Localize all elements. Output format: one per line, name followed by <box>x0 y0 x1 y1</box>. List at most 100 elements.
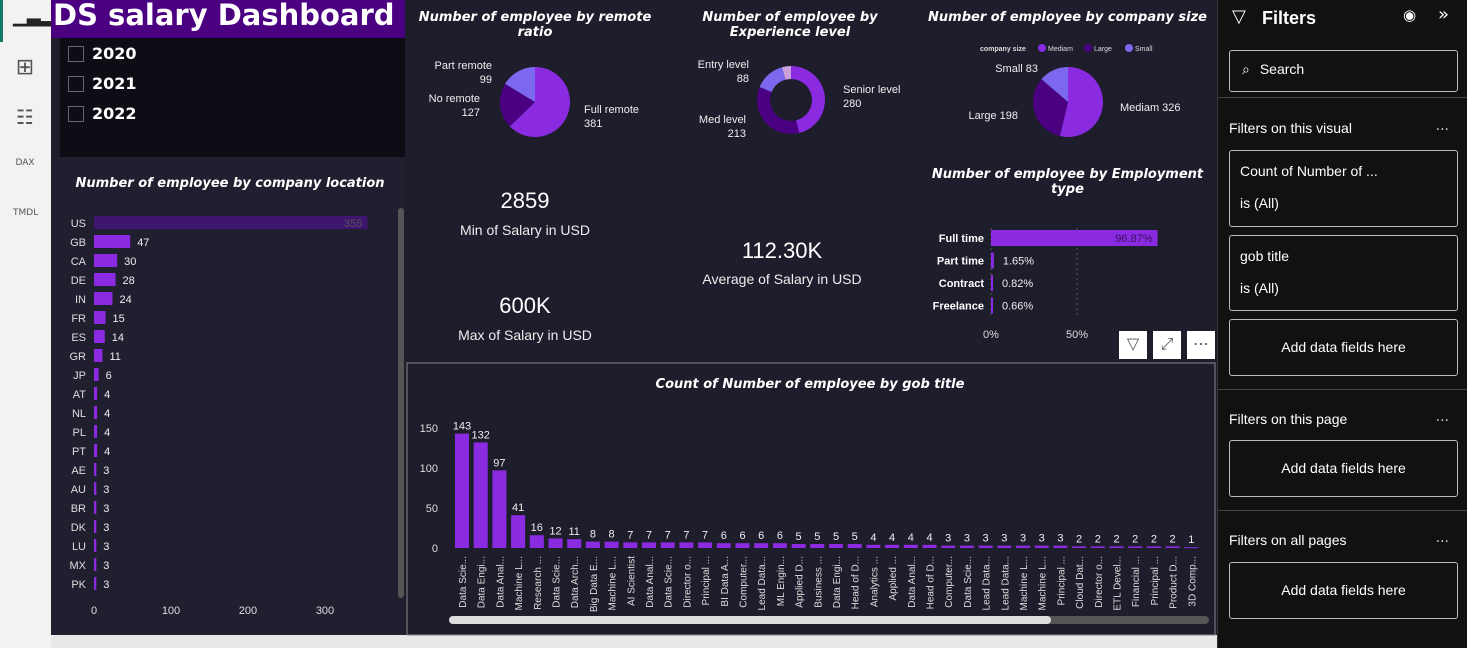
page-bottom <box>51 635 1217 648</box>
job-bar <box>922 544 937 548</box>
remote-chart-title: Number of employee by remote ratio <box>418 10 652 40</box>
category-label: GR <box>70 351 87 363</box>
slicer-item-2020[interactable]: 2020 <box>68 44 137 63</box>
data-label: 7 <box>702 529 708 541</box>
data-label: 2 <box>1076 533 1082 545</box>
data-label: 2 <box>1113 533 1119 545</box>
job-bar <box>473 442 488 548</box>
legend-marker <box>1084 44 1092 52</box>
category-label: Computer... <box>739 556 750 608</box>
pie-slice <box>759 67 786 93</box>
location-bar <box>94 235 131 248</box>
data-label: 12 <box>549 525 561 537</box>
data-label: 3 <box>103 465 109 477</box>
data-label: 0.66% <box>1002 301 1033 313</box>
category-label: DE <box>71 275 86 287</box>
employment-bar <box>991 252 994 269</box>
focus-mode-button[interactable]: ⤢ <box>1153 331 1181 359</box>
location-bar <box>94 520 97 533</box>
slice-label: Senior level <box>843 84 900 96</box>
data-label: 15 <box>113 313 125 325</box>
x-tick-label: 300 <box>316 605 334 617</box>
year-slicer[interactable]: 2020 2021 2022 <box>60 38 405 157</box>
data-label: 5 <box>852 531 858 543</box>
category-label: Principal ... <box>1150 556 1161 605</box>
y-tick-label: 50 <box>426 503 438 515</box>
slice-label: 99 <box>480 74 492 86</box>
job-bar <box>1053 545 1068 548</box>
location-bar <box>94 387 98 400</box>
filter-card-gob-title[interactable]: gob title is (All) <box>1229 235 1458 311</box>
checkbox[interactable] <box>68 75 84 92</box>
add-data-fields-visual[interactable]: Add data fields here <box>1229 319 1458 376</box>
dax-query-icon[interactable]: DAX <box>13 158 37 182</box>
job-bar <box>1184 547 1199 549</box>
scrollbar[interactable] <box>398 208 404 598</box>
location-bar <box>94 368 99 381</box>
data-label: 3 <box>945 533 951 545</box>
slice-label: Med level <box>699 114 746 126</box>
x-tick-label: 0% <box>983 329 999 341</box>
more-icon[interactable]: ... <box>1435 530 1449 546</box>
add-data-fields-all[interactable]: Add data fields here <box>1229 562 1458 619</box>
more-icon[interactable]: ... <box>1435 409 1449 425</box>
data-label: 3 <box>1039 533 1045 545</box>
category-label: Principal ... <box>701 556 712 605</box>
location-bar <box>94 539 97 552</box>
data-label: 24 <box>119 294 131 306</box>
category-label: Applied D... <box>795 556 806 608</box>
category-label: Analytics ... <box>869 556 880 607</box>
eye-icon[interactable]: ◉ <box>1403 6 1417 24</box>
slicer-item-2022[interactable]: 2022 <box>68 104 137 123</box>
add-data-fields-page[interactable]: Add data fields here <box>1229 440 1458 497</box>
job-bar <box>1090 546 1105 548</box>
data-label: 3 <box>103 484 109 496</box>
filter-visual-button[interactable]: ▽ <box>1119 331 1147 359</box>
category-label: ES <box>71 332 86 344</box>
slicer-item-2021[interactable]: 2021 <box>68 74 137 93</box>
filter-search-input[interactable]: ⌕ Search <box>1229 50 1458 92</box>
more-options-button[interactable]: ⋯ <box>1187 331 1215 359</box>
data-label: 4 <box>104 446 110 458</box>
more-icon[interactable]: ... <box>1435 118 1449 134</box>
data-label: 96.87% <box>1115 233 1153 245</box>
location-bar <box>94 482 97 495</box>
job-bar <box>1034 545 1049 548</box>
job-bar <box>1146 546 1161 548</box>
category-label: US <box>71 218 86 230</box>
legend-marker <box>1038 44 1046 52</box>
checkbox[interactable] <box>68 105 84 122</box>
table-view-icon[interactable]: ⊞ <box>15 55 35 80</box>
job-bar <box>585 541 600 548</box>
data-label: 4 <box>104 427 110 439</box>
category-label: PK <box>71 579 86 591</box>
data-label: 3 <box>983 533 989 545</box>
data-label: 5 <box>796 531 802 543</box>
category-label: Data Scie... <box>552 556 563 608</box>
legend-label: Small <box>1135 46 1153 53</box>
category-label: Data Anal... <box>645 556 656 608</box>
pie-slice <box>499 83 535 127</box>
job-bar <box>1165 546 1180 548</box>
filter-name: Count of Number of ... <box>1240 163 1378 179</box>
collapse-icon[interactable]: » <box>1438 4 1450 25</box>
year-label: 2020 <box>92 44 137 63</box>
category-label: Data Scie... <box>664 556 675 608</box>
year-label: 2021 <box>92 74 137 93</box>
filter-card-count[interactable]: Count of Number of ... is (All) <box>1229 150 1458 227</box>
horizontal-scrollbar-thumb <box>449 616 1051 624</box>
category-label: Head of D... <box>851 556 862 609</box>
category-label: Data Arch... <box>570 556 581 608</box>
category-label: Lead Data... <box>982 556 993 610</box>
y-tick-label: 100 <box>420 463 438 475</box>
job-bar <box>492 470 507 548</box>
tmdl-view-icon[interactable]: TMDL <box>13 208 38 232</box>
data-label: 3 <box>103 579 109 591</box>
location-bar <box>94 577 97 590</box>
data-label: 11 <box>109 351 120 363</box>
category-label: BR <box>71 503 86 515</box>
category-label: MX <box>70 560 87 572</box>
checkbox[interactable] <box>68 45 84 62</box>
model-view-icon[interactable]: ☷ <box>16 105 34 129</box>
